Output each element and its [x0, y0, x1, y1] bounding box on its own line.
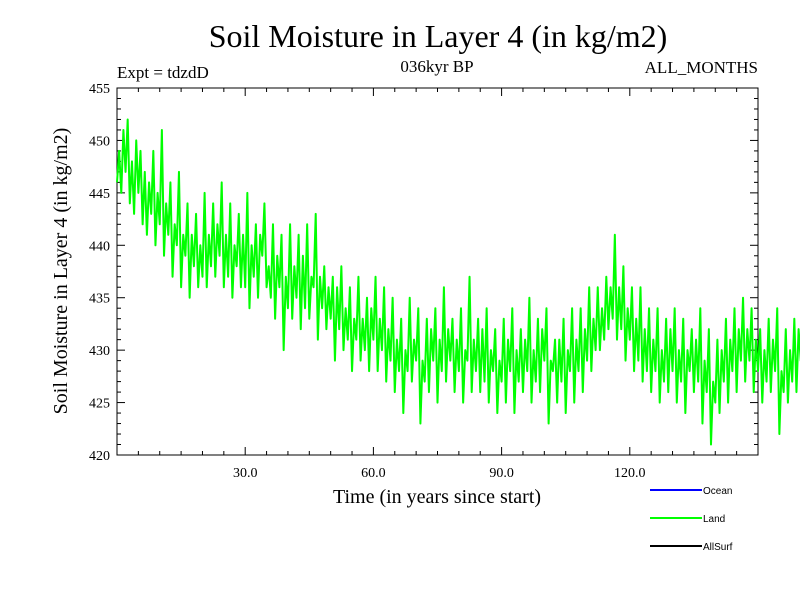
x-tick-label: 120.0: [614, 466, 646, 481]
y-tick-label: 445: [89, 187, 110, 202]
y-tick-label: 420: [89, 449, 110, 464]
axis-ticks: [117, 87, 758, 456]
chart-subtitle: 036kyr BP: [400, 57, 473, 76]
y-axis-label: Soil Moisture in Layer 4 (in kg/m2): [50, 128, 72, 415]
y-tick-labels: 420 425 430 435 440 445 450 455: [89, 82, 110, 464]
legend: Ocean Land AllSurf: [650, 486, 733, 553]
chart-title: Soil Moisture in Layer 4 (in kg/m2): [209, 18, 668, 54]
y-tick-label: 425: [89, 397, 110, 412]
y-tick-label: 440: [89, 239, 110, 254]
x-tick-label: 60.0: [361, 466, 386, 481]
y-tick-label: 450: [89, 134, 110, 149]
x-tick-label: 30.0: [233, 466, 258, 481]
experiment-label: Expt = tdzdD: [117, 63, 209, 82]
series-line-land: [116, 118, 800, 446]
y-tick-label: 455: [89, 82, 110, 97]
legend-label-land: Land: [703, 514, 725, 525]
months-label: ALL_MONTHS: [645, 58, 758, 77]
legend-label-allsurf: AllSurf: [703, 542, 733, 553]
y-tick-label: 435: [89, 292, 110, 307]
series-layer: [116, 118, 800, 446]
legend-label-ocean: Ocean: [703, 486, 732, 497]
x-tick-labels: 30.0 60.0 90.0 120.0: [233, 466, 646, 481]
x-tick-label: 90.0: [489, 466, 514, 481]
x-axis-label: Time (in years since start): [333, 486, 541, 508]
y-tick-label: 430: [89, 344, 110, 359]
